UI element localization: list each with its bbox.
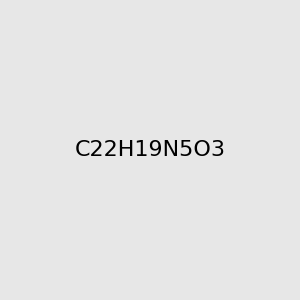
Text: C22H19N5O3: C22H19N5O3 <box>74 140 226 160</box>
